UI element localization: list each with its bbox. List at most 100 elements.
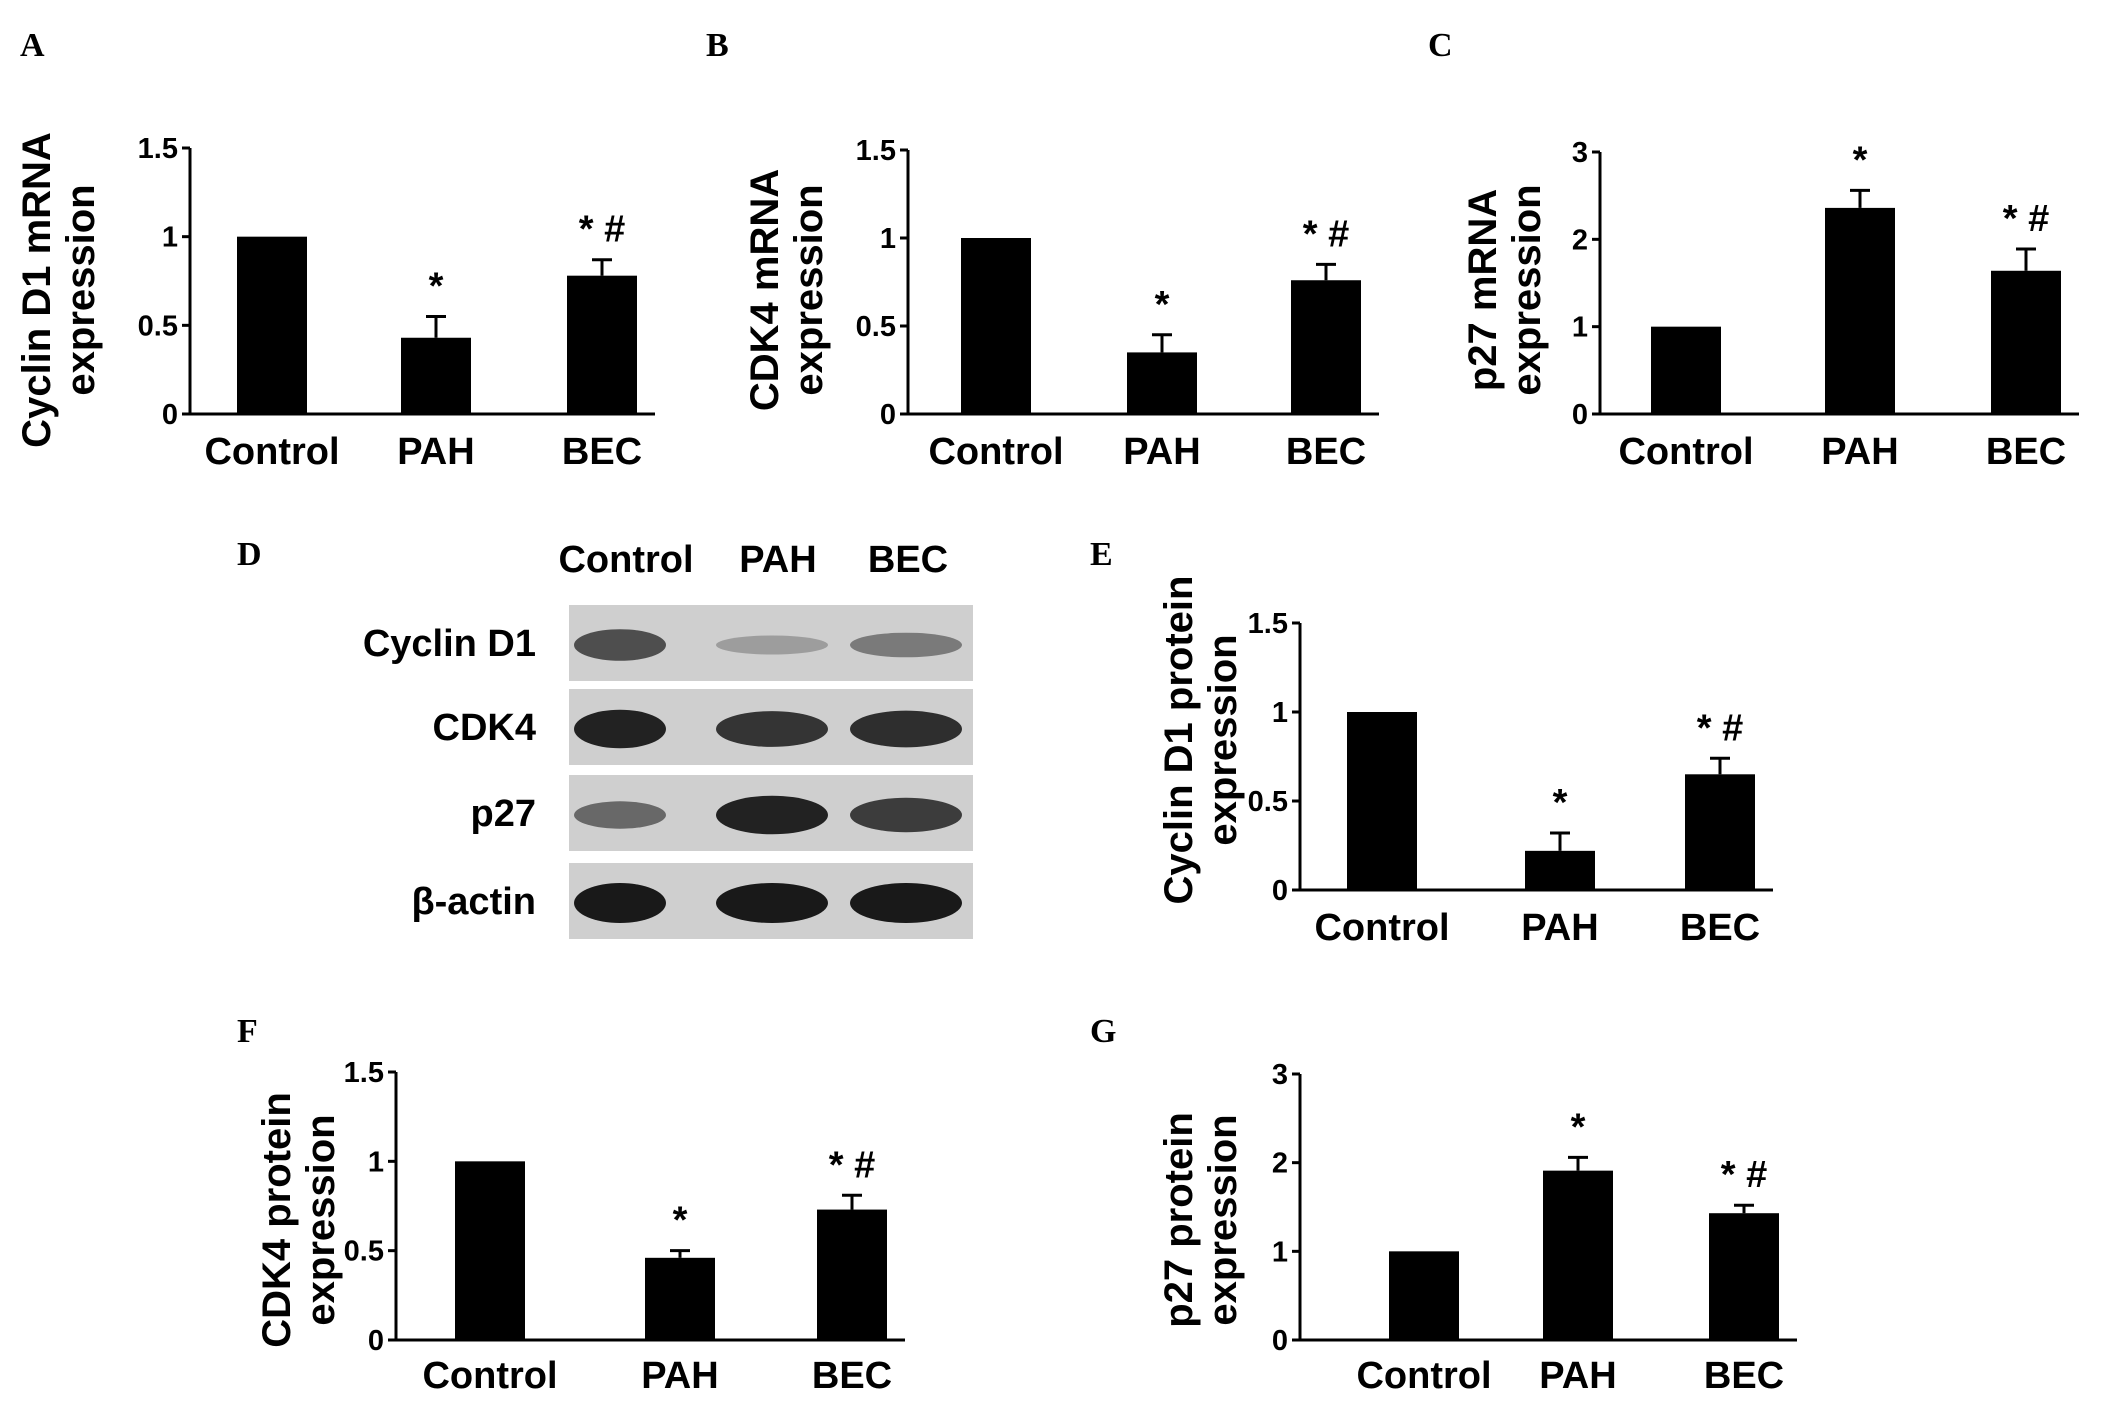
bar-b-pah xyxy=(1127,352,1197,414)
y-tick-label-a: 0 xyxy=(162,399,178,431)
y-tick-label-e: 1 xyxy=(1272,697,1288,729)
chart-p27-protein: G p27 protein expression 0 1 2 3 Control PAH *… xyxy=(1090,1013,1797,1397)
y-tick-label-e: 1.5 xyxy=(1248,608,1288,640)
blot-band xyxy=(716,635,828,655)
bar-e-bec xyxy=(1685,774,1755,890)
bar-c-bec xyxy=(1991,270,2061,414)
significance-mark-g: * xyxy=(1571,1106,1586,1148)
blot-band xyxy=(716,883,828,923)
blot-column-label: BEC xyxy=(868,539,948,581)
chart-cdk4-mrna: B CDK4 mRNA expression 0 0.5 1 1.5 Control PA… xyxy=(706,27,1379,473)
y-tick-label-c: 2 xyxy=(1572,224,1588,256)
blot-row-label: Cyclin D1 xyxy=(363,623,536,665)
y-tick-label-c: 0 xyxy=(1572,399,1588,431)
category-label-b: PAH xyxy=(1123,431,1200,473)
blot-band xyxy=(716,711,828,747)
bar-c-pah xyxy=(1825,207,1895,414)
y-tick-label-c: 1 xyxy=(1572,312,1588,344)
category-label-e: PAH xyxy=(1521,907,1598,949)
y-tick-label-g: 3 xyxy=(1272,1059,1288,1091)
y-tick-label-a: 0.5 xyxy=(138,310,178,342)
chart-cdk4-protein: F CDK4 protein expression 0 0.5 1 1.5 Contro… xyxy=(237,1013,905,1397)
y-tick-label-f: 0 xyxy=(368,1325,384,1357)
y-tick-label-g: 0 xyxy=(1272,1325,1288,1357)
significance-mark-e: * xyxy=(1553,782,1568,824)
blot-row-label: p27 xyxy=(471,793,536,835)
category-label-g: Control xyxy=(1356,1355,1491,1397)
panel-label-e: E xyxy=(1090,536,1113,573)
significance-mark-f: * # xyxy=(829,1144,875,1186)
bar-b-control xyxy=(961,238,1031,414)
blot-band xyxy=(850,710,962,748)
y-tick-label-a: 1.5 xyxy=(138,133,178,165)
bar-f-pah xyxy=(645,1257,715,1340)
y-axis-label-a-line1: Cyclin D1 mRNA xyxy=(15,132,59,448)
y-tick-label-f: 1 xyxy=(368,1146,384,1178)
blot-band xyxy=(850,632,962,658)
y-axis-label-b-line1: CDK4 mRNA xyxy=(743,169,787,411)
bar-b-bec xyxy=(1291,280,1361,414)
bar-g-bec xyxy=(1709,1213,1779,1340)
category-label-f: PAH xyxy=(641,1355,718,1397)
bar-f-control xyxy=(455,1161,525,1340)
bar-e-pah xyxy=(1525,850,1595,890)
bar-g-control xyxy=(1389,1251,1459,1340)
panel-label-b: B xyxy=(706,27,729,64)
western-blot: D Control PAH BEC Cyclin D1 CDK4 p27 β-actin xyxy=(237,536,975,941)
y-axis-label-a-line2: expression xyxy=(59,184,103,395)
blot-band xyxy=(574,883,666,923)
significance-mark-c: * xyxy=(1853,139,1868,181)
bar-a-pah xyxy=(401,337,471,414)
y-tick-label-c: 3 xyxy=(1572,137,1588,169)
blot-band xyxy=(850,883,962,923)
y-axis-label-c-line1: p27 mRNA xyxy=(1461,189,1505,391)
category-label-c: BEC xyxy=(1986,431,2066,473)
category-label-f: Control xyxy=(422,1355,557,1397)
y-tick-label-e: 0 xyxy=(1272,875,1288,907)
bar-g-pah xyxy=(1543,1170,1613,1340)
blot-band xyxy=(716,795,828,835)
bar-f-bec xyxy=(817,1209,887,1340)
category-label-f: BEC xyxy=(812,1355,892,1397)
panel-label-c: C xyxy=(1428,27,1453,64)
blot-column-label: PAH xyxy=(739,539,816,581)
blot-band xyxy=(850,797,962,833)
significance-mark-f: * xyxy=(673,1200,688,1242)
significance-mark-b: * xyxy=(1155,284,1170,326)
category-label-g: PAH xyxy=(1539,1355,1616,1397)
y-axis-label-e-line1: Cyclin D1 protein xyxy=(1157,576,1201,905)
category-label-b: BEC xyxy=(1286,431,1366,473)
chart-p27-mrna: C p27 mRNA expression 0 1 2 3 Control PAH * BEC… xyxy=(1428,27,2079,473)
significance-mark-c: * # xyxy=(2003,198,2049,240)
y-tick-label-e: 0.5 xyxy=(1248,786,1288,818)
blot-band xyxy=(574,709,666,749)
y-tick-label-b: 0 xyxy=(880,399,896,431)
category-label-a: Control xyxy=(204,431,339,473)
blot-band xyxy=(574,801,666,829)
y-axis-label-g-line1: p27 protein xyxy=(1157,1112,1201,1328)
y-tick-label-b: 1 xyxy=(880,223,896,255)
significance-mark-e: * # xyxy=(1697,707,1743,749)
chart-cyclin-d1-protein: E Cyclin D1 protein expression 0 0.5 1 1.5 C… xyxy=(1090,536,1773,949)
y-axis-label-f-line2: expression xyxy=(299,1114,343,1325)
category-label-c: PAH xyxy=(1821,431,1898,473)
bar-c-control xyxy=(1651,326,1721,414)
y-axis-label-b-line2: expression xyxy=(787,184,831,395)
panel-label-g: G xyxy=(1090,1013,1116,1050)
category-label-a: PAH xyxy=(397,431,474,473)
y-tick-label-b: 0.5 xyxy=(856,311,896,343)
y-axis-label-e-line2: expression xyxy=(1201,634,1245,845)
y-axis-label-c-line2: expression xyxy=(1505,184,1549,395)
y-tick-label-a: 1 xyxy=(162,222,178,254)
y-tick-label-g: 2 xyxy=(1272,1148,1288,1180)
panel-label-f: F xyxy=(237,1013,258,1050)
category-label-e: BEC xyxy=(1680,907,1760,949)
y-tick-label-g: 1 xyxy=(1272,1236,1288,1268)
bar-e-control xyxy=(1347,712,1417,890)
blot-column-label: Control xyxy=(558,539,693,581)
significance-mark-g: * # xyxy=(1721,1154,1767,1196)
y-axis-label-g-line2: expression xyxy=(1201,1114,1245,1325)
blot-row-label: β-actin xyxy=(411,881,536,923)
blot-band xyxy=(574,629,666,661)
